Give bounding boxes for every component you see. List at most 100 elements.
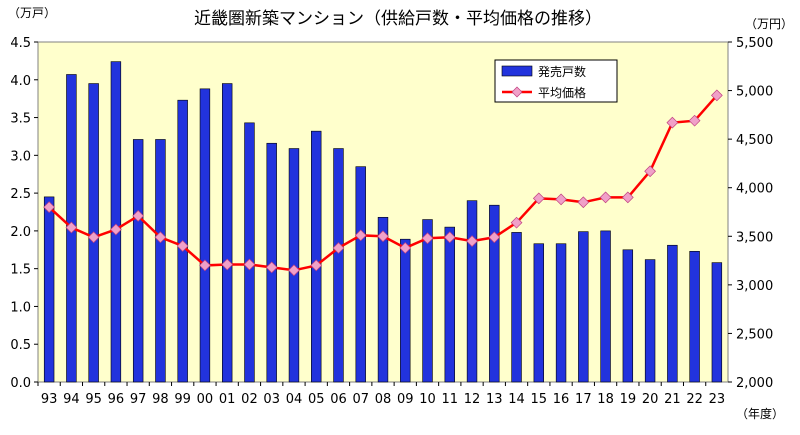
bar <box>355 166 366 383</box>
bar <box>489 204 500 383</box>
y-left-tick-label: 0.5 <box>10 338 31 353</box>
price-point <box>110 223 122 236</box>
bar <box>110 61 122 383</box>
price-point <box>65 221 78 234</box>
price-point <box>176 240 189 252</box>
y-right-tick-label: 3,500 <box>736 230 773 245</box>
bar <box>333 148 344 383</box>
x-tick-label: 05 <box>308 392 325 407</box>
y-left-tick-label: 0.0 <box>10 376 31 391</box>
line-series <box>43 89 723 277</box>
price-point <box>688 114 701 127</box>
bar <box>511 232 522 383</box>
x-tick-label: 10 <box>419 392 436 407</box>
bar <box>578 231 589 383</box>
bar <box>689 250 700 383</box>
price-point <box>644 165 656 178</box>
bar <box>422 219 433 383</box>
y-right-axis: 2,000 2,500 3,000 3,500 4,000 4,500 5,000 5,500 <box>728 36 773 391</box>
y-left-tick-label: 3.5 <box>10 112 31 127</box>
x-tick-label: 21 <box>664 392 681 407</box>
y-right-tick-label: 2,000 <box>736 376 773 391</box>
y-right-tick-label: 5,500 <box>736 36 773 51</box>
chart-title: 近畿圏新築マンション（供給戸数・平均価格の推移） <box>194 9 602 29</box>
price-point <box>221 258 234 271</box>
x-tick-label: 00 <box>197 392 214 407</box>
y-left-tick-label: 2.5 <box>10 187 31 202</box>
x-tick-label: 99 <box>174 392 191 407</box>
y-left-tick-label: 1.0 <box>10 300 31 315</box>
y-right-tick-label: 4,000 <box>736 182 773 197</box>
price-point <box>666 116 679 129</box>
price-point <box>711 89 723 102</box>
x-tick-label: 04 <box>286 392 303 407</box>
price-point <box>399 242 412 254</box>
bar <box>132 139 144 383</box>
price-point <box>265 261 278 274</box>
y-right-tick-label: 5,000 <box>736 85 773 100</box>
y-left-tick-label: 4.0 <box>10 74 31 89</box>
price-point <box>621 191 634 204</box>
price-point <box>555 193 567 206</box>
y-left-tick-label: 1.5 <box>10 263 31 278</box>
y-left-tick-label: 3.0 <box>10 149 31 164</box>
bar <box>711 262 723 383</box>
x-tick-label: 95 <box>85 392 102 407</box>
price-point <box>488 231 501 244</box>
bar <box>466 200 478 383</box>
x-tick-label: 12 <box>464 392 481 407</box>
y-right-unit-label: （万円） <box>745 17 793 31</box>
bar <box>600 230 611 383</box>
legend: 発売戸数 平均価格 <box>494 59 618 103</box>
bar <box>199 88 211 383</box>
legend-line-label: 平均価格 <box>538 85 586 100</box>
y-left-axis: 0.0 0.5 1.0 1.5 2.0 2.5 3.0 3.5 4.0 4.5 <box>10 36 38 391</box>
price-point <box>87 231 100 244</box>
y-left-tick-label: 2.0 <box>10 225 31 240</box>
x-tick-label: 11 <box>442 392 459 407</box>
bar <box>400 238 411 383</box>
price-point <box>310 259 323 272</box>
bar <box>155 139 166 383</box>
price-point <box>154 231 167 244</box>
legend-line-marker <box>511 86 523 98</box>
price-point <box>243 258 256 271</box>
x-unit-label: （年度） <box>736 406 784 421</box>
bar <box>644 259 656 383</box>
x-tick-label: 14 <box>508 392 525 407</box>
y-right-tick-label: 2,500 <box>736 327 773 342</box>
price-point <box>332 242 345 254</box>
price-point <box>577 196 590 209</box>
x-tick-label: 96 <box>108 392 125 407</box>
x-tick-label: 98 <box>152 392 169 407</box>
price-point <box>132 210 145 222</box>
x-tick-label: 16 <box>553 392 570 407</box>
x-tick-label: 01 <box>219 392 236 407</box>
price-point <box>443 231 456 244</box>
price-point <box>199 259 211 272</box>
price-point <box>43 201 55 214</box>
x-tick-label: 93 <box>41 392 58 407</box>
x-tick-label: 23 <box>709 392 726 407</box>
x-tick-label: 94 <box>63 392 80 407</box>
y-right-tick-label: 3,000 <box>736 279 773 294</box>
bar <box>555 243 567 383</box>
price-point <box>599 191 612 204</box>
x-tick-label: 09 <box>397 392 414 407</box>
bar <box>667 244 678 383</box>
x-tick-label: 15 <box>531 392 548 407</box>
x-tick-label: 06 <box>330 392 347 407</box>
x-tick-label: 13 <box>486 392 503 407</box>
x-tick-label: 03 <box>263 392 280 407</box>
bar <box>377 216 389 383</box>
bar <box>43 196 55 383</box>
legend-bar-label: 発売戸数 <box>538 64 586 79</box>
price-point <box>466 235 478 248</box>
bar <box>221 83 233 383</box>
x-tick-label: 07 <box>352 392 369 407</box>
price-point <box>421 232 434 245</box>
bar <box>444 226 455 383</box>
price-point <box>377 230 389 243</box>
bar <box>311 130 322 383</box>
